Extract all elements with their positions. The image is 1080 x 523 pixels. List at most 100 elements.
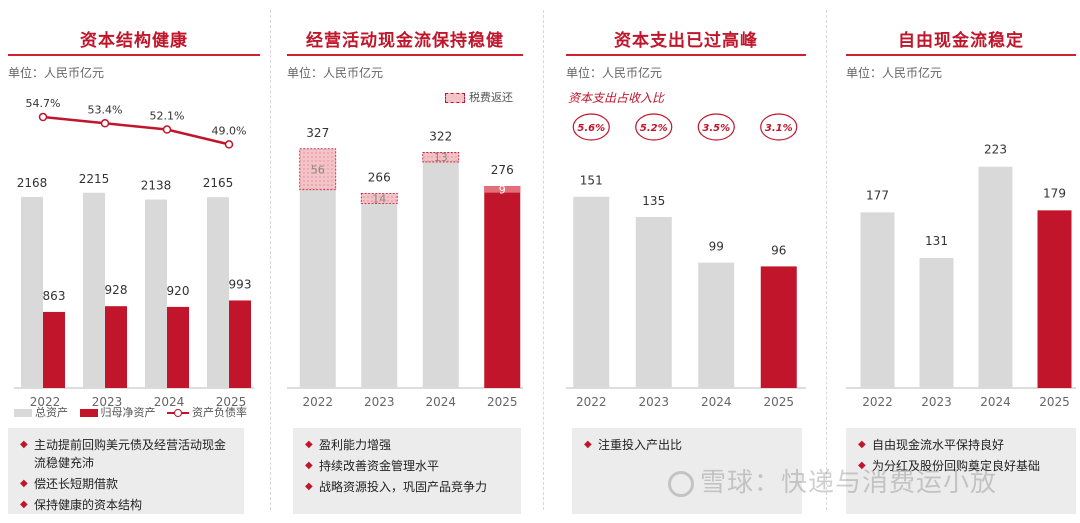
net-assets-label: 920	[167, 284, 190, 298]
capex-bar	[635, 217, 672, 388]
note-item: 为分红及股份回购奠定良好基础	[858, 457, 1066, 475]
notes-box: 自由现金流水平保持良好 为分红及股份回购奠定良好基础	[846, 428, 1076, 514]
panel-free-cashflow: 自由现金流稳定 单位：人民币亿元 177 2022 131 2023 223 2024 17…	[846, 0, 1076, 523]
capex-ratio-caption: 资本支出占收入比	[568, 91, 665, 105]
total-assets-label: 2165	[203, 176, 234, 190]
title-rule	[846, 54, 1076, 56]
fcf-label: 223	[984, 143, 1007, 157]
capex-ratio-label: 3.1%	[765, 123, 793, 134]
note-item: 持续改善资金管理水平	[305, 457, 511, 475]
debt-ratio-label: 49.0%	[212, 124, 247, 137]
panel-capex: 资本支出已过高峰 单位：人民币亿元 资本支出占收入比 151 5.6% 2022 13…	[566, 0, 806, 523]
title-rule	[566, 54, 806, 56]
net-assets-bar	[229, 300, 251, 388]
x-tick-label: 2023	[92, 395, 123, 409]
tax-refund-label: 14	[372, 193, 386, 206]
panel-capital-structure: 资本结构健康 单位：人民币亿元 2168 863 2022 2215 928 2023 21…	[8, 0, 260, 523]
notes-box: 盈利能力增强 持续改善资金管理水平 战略资源投入，巩固产品竞争力	[293, 428, 521, 514]
unit-label: 单位：人民币亿元	[287, 66, 384, 80]
net-assets-bar	[43, 311, 65, 388]
net-assets-label: 863	[43, 289, 66, 303]
panel-operating-cashflow: 经营活动现金流保持稳健 单位：人民币亿元 税费返还 327 56 2022 266 14…	[287, 0, 523, 523]
free-cashflow-chart: 177 2022 131 2023 223 2024 179 2025	[846, 143, 1076, 409]
x-tick-label: 2024	[980, 395, 1011, 409]
x-tick-label: 2024	[154, 395, 185, 409]
cashflow-label: 266	[368, 170, 391, 184]
tax-refund-segment	[422, 152, 460, 163]
x-tick-label: 2022	[30, 395, 61, 409]
fcf-label: 177	[866, 188, 889, 202]
cashflow-bar	[361, 193, 398, 388]
legend-net-assets: 归母净资产	[79, 404, 156, 420]
net-assets-label: 993	[229, 277, 252, 291]
total-assets-bar	[83, 192, 105, 388]
total-assets-label: 2168	[17, 176, 48, 190]
unit-label: 单位：人民币亿元	[846, 66, 943, 80]
x-tick-label: 2023	[638, 395, 669, 409]
capex-ratio-label: 5.6%	[577, 123, 605, 134]
capex-label: 135	[642, 194, 665, 208]
title-rule	[8, 54, 260, 56]
legend-total-assets: 总资产	[14, 404, 68, 420]
operating-cashflow-chart: 327 56 2022 266 14 2023 322 13 2024 276 9 2025	[287, 126, 523, 409]
note-item: 偿还长短期借款	[20, 475, 234, 493]
tax-refund-label: 13	[434, 151, 448, 164]
watermark-logo-icon	[668, 470, 694, 497]
debt-ratio-point	[224, 140, 234, 149]
cashflow-bar	[422, 152, 459, 388]
x-tick-label: 2025	[1039, 395, 1070, 409]
chart-legend: 总资产 归母净资产 资产负债率	[14, 404, 255, 420]
panel-title: 资本结构健康	[80, 31, 188, 51]
x-tick-label: 2023	[921, 395, 952, 409]
tax-refund-segment	[360, 192, 398, 205]
capex-label: 96	[771, 243, 786, 257]
capex-bar	[698, 262, 735, 388]
tax-refund-label: 9	[499, 183, 506, 196]
total-assets-bar	[207, 197, 229, 388]
watermark: 雪球：快递与消费运小放	[668, 462, 997, 499]
notes-box: 注重投入产出比	[572, 428, 802, 514]
capex-label: 151	[580, 174, 603, 188]
net-assets-bar	[167, 306, 189, 388]
x-tick-label: 2025	[763, 395, 794, 409]
fcf-bar	[1037, 210, 1072, 388]
note-item: 自由现金流水平保持良好	[858, 436, 1066, 454]
x-tick-label: 2024	[425, 395, 456, 409]
note-item: 盈利能力增强	[305, 436, 511, 454]
capex-label: 99	[709, 240, 724, 254]
capex-ratio-label: 5.2%	[640, 123, 668, 134]
tax-refund-segment	[484, 186, 521, 193]
tax-refund-legend: 税费返还	[445, 89, 513, 105]
note-item: 主动提前回购美元债及经营活动现金流稳健充沛	[20, 436, 234, 472]
title-rule	[287, 54, 523, 56]
panel-title: 自由现金流稳定	[898, 31, 1024, 51]
panel-divider	[543, 10, 544, 510]
note-item: 注重投入产出比	[584, 436, 792, 454]
net-assets-label: 928	[105, 283, 128, 297]
debt-ratio-point	[162, 125, 172, 134]
note-item: 保持健康的资本结构	[20, 496, 234, 514]
fcf-label: 179	[1043, 186, 1066, 200]
panel-title: 资本支出已过高峰	[614, 31, 758, 51]
note-item: 战略资源投入，巩固产品竞争力	[305, 478, 511, 496]
unit-label: 单位：人民币亿元	[566, 66, 663, 80]
cashflow-label: 327	[306, 126, 329, 140]
cashflow-bar	[484, 186, 521, 388]
cashflow-label: 322	[429, 129, 452, 143]
total-assets-label: 2138	[141, 179, 172, 193]
capex-ratio-oval	[697, 113, 735, 141]
panel-divider	[826, 10, 827, 510]
capex-ratio-oval	[635, 113, 673, 141]
tax-refund-segment	[299, 148, 337, 191]
x-tick-label: 2022	[576, 395, 607, 409]
panel-title: 经营活动现金流保持稳健	[306, 31, 504, 51]
x-tick-label: 2025	[487, 395, 518, 409]
x-tick-label: 2022	[862, 395, 893, 409]
fcf-bar	[978, 166, 1013, 388]
capex-ratio-oval	[572, 113, 610, 141]
notes-box: 主动提前回购美元债及经营活动现金流稳健充沛 偿还长短期借款 保持健康的资本结构	[8, 428, 244, 514]
total-assets-bar	[145, 199, 167, 388]
capex-bar	[573, 196, 610, 388]
x-tick-label: 2022	[302, 395, 333, 409]
debt-ratio-label: 53.4%	[88, 103, 123, 116]
